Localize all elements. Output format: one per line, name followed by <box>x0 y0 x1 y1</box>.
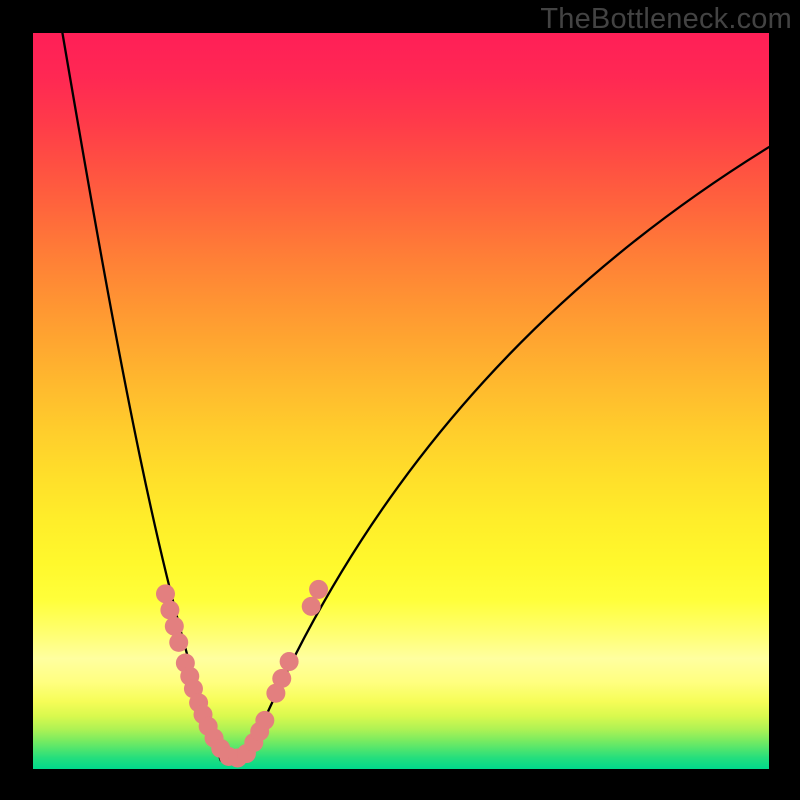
data-dot <box>165 617 184 636</box>
plot-background <box>33 33 769 769</box>
data-dot <box>272 669 291 688</box>
data-dot <box>255 711 274 730</box>
chart-root: TheBottleneck.com <box>0 0 800 800</box>
data-dot <box>280 652 299 671</box>
data-dot <box>156 584 175 603</box>
data-dot <box>302 597 321 616</box>
data-dot <box>309 580 328 599</box>
data-dot <box>169 633 188 652</box>
chart-svg <box>0 0 800 800</box>
data-dot <box>160 601 179 620</box>
watermark-text: TheBottleneck.com <box>540 3 792 36</box>
